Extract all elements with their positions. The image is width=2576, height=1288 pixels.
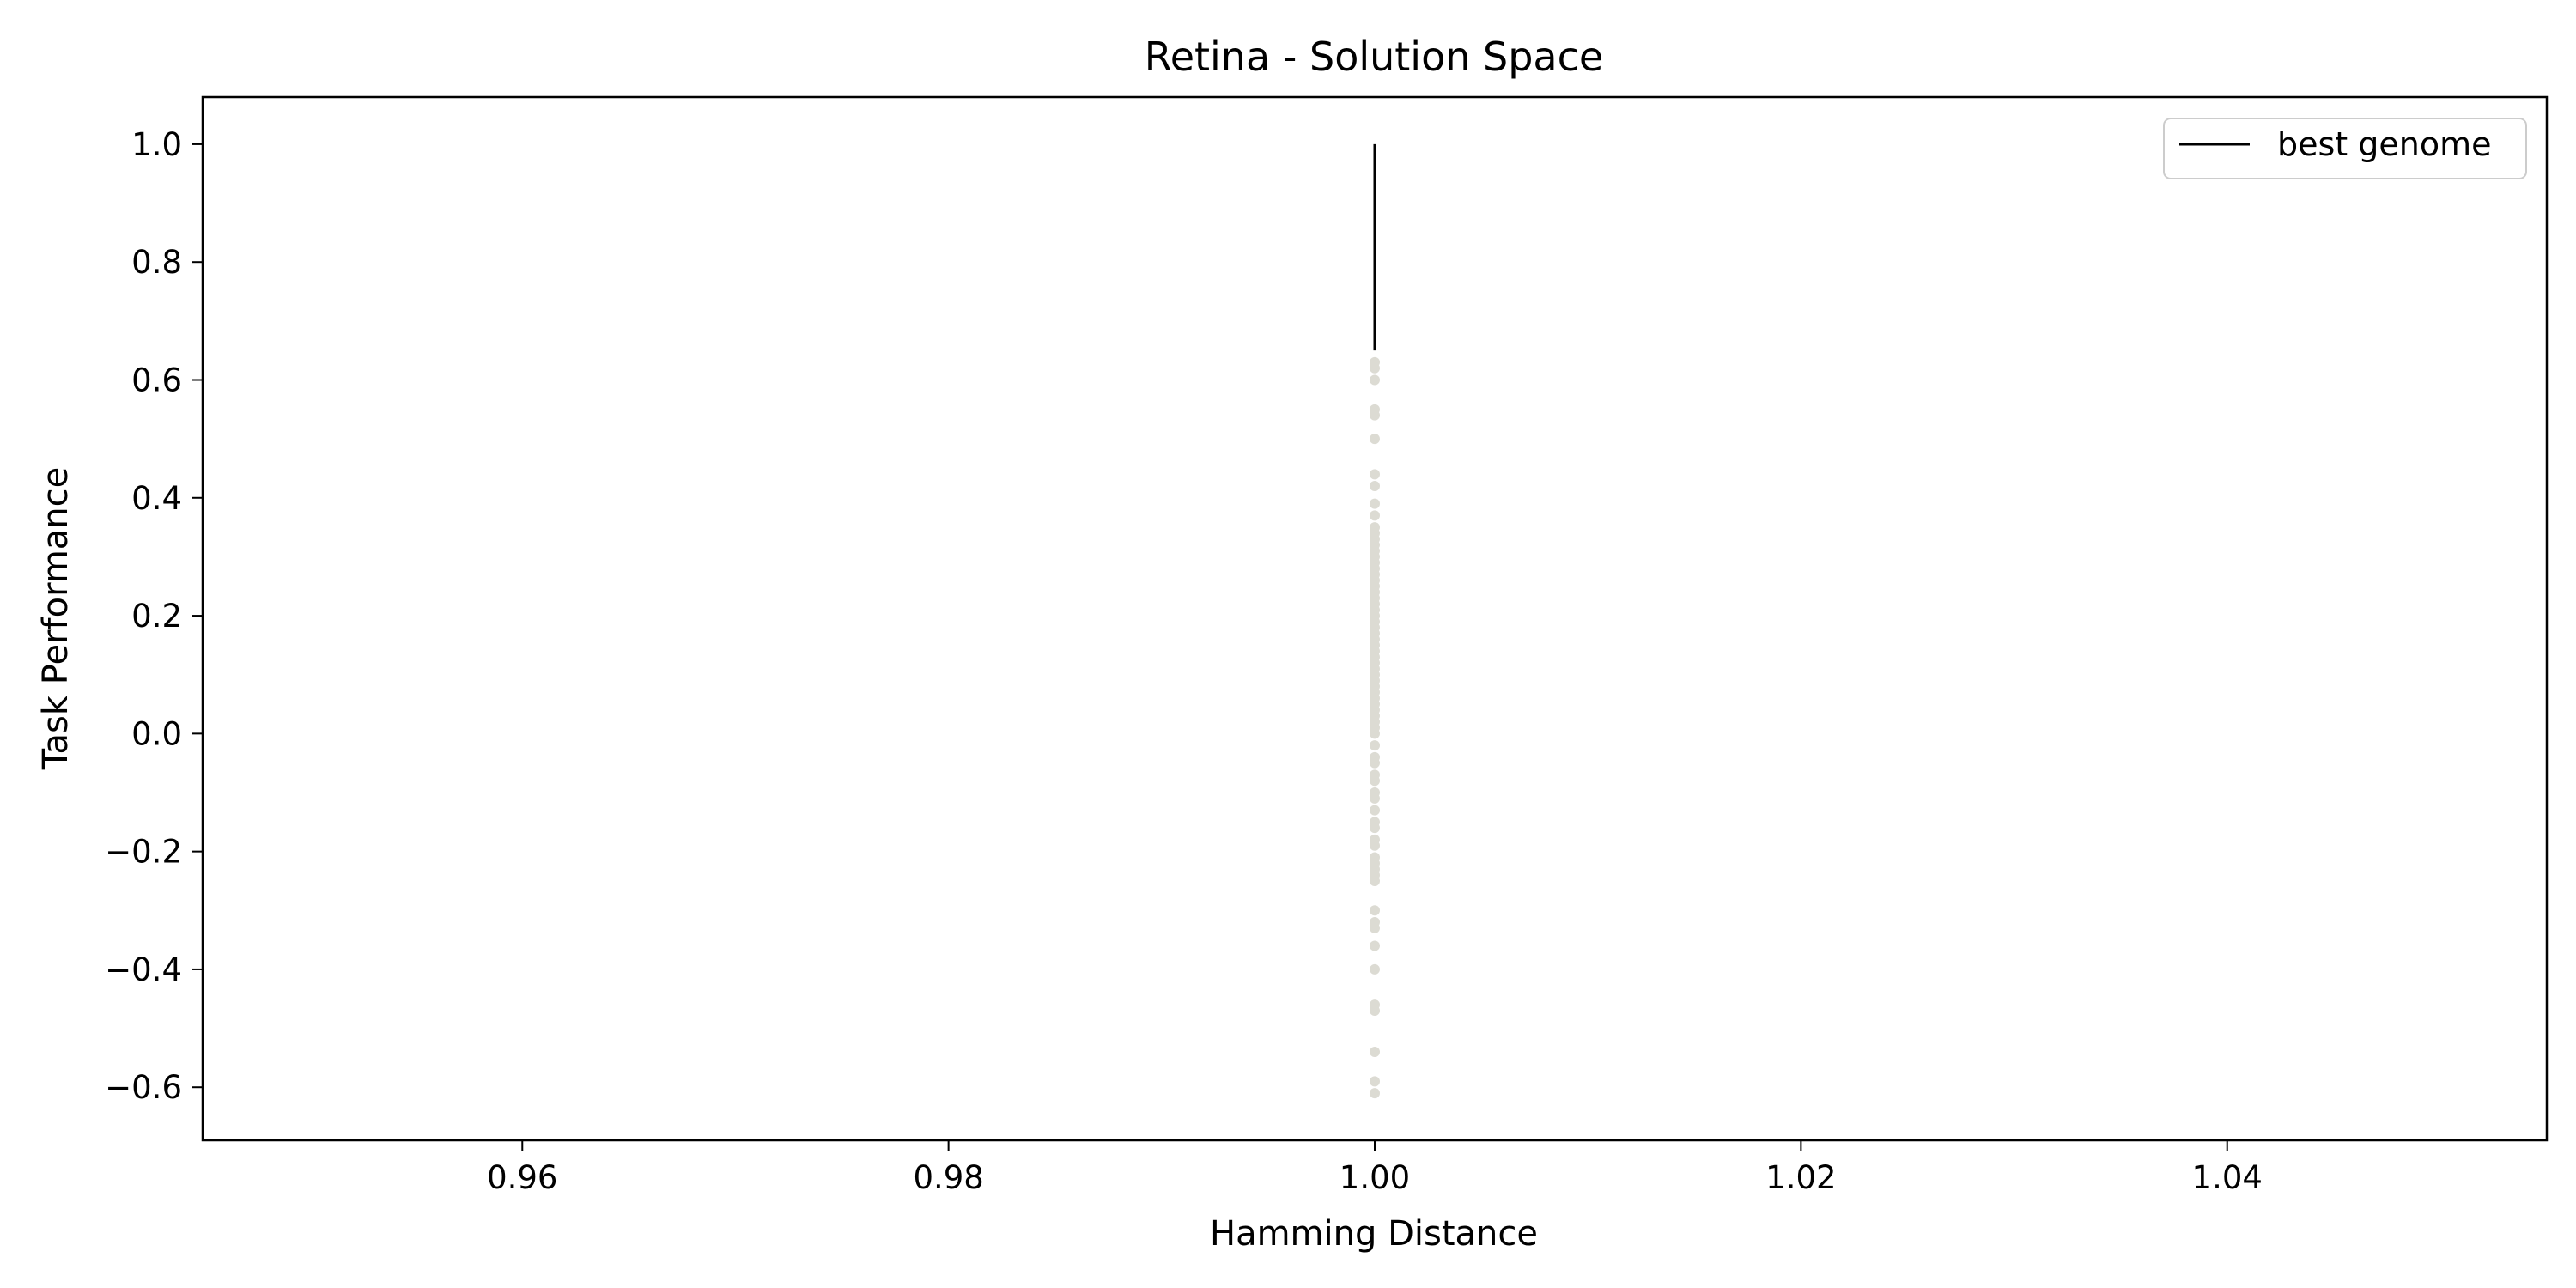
scatter-point bbox=[1370, 498, 1380, 509]
x-tick-label: 1.00 bbox=[1340, 1159, 1410, 1196]
scatter-point bbox=[1370, 362, 1380, 374]
scatter-point bbox=[1370, 805, 1380, 816]
x-axis-ticks: 0.96 0.98 1.00 1.02 1.04 bbox=[487, 1140, 2263, 1196]
x-tick-label: 0.96 bbox=[487, 1159, 557, 1196]
scatter-point bbox=[1370, 823, 1380, 834]
x-axis-label: Hamming Distance bbox=[1210, 1214, 1538, 1254]
legend: best genome bbox=[2163, 118, 2527, 179]
scatter-point bbox=[1370, 374, 1380, 386]
scatter-point bbox=[1370, 1005, 1380, 1016]
x-tick-label: 1.02 bbox=[1765, 1159, 1836, 1196]
scatter-point bbox=[1370, 740, 1380, 751]
scatter-point bbox=[1370, 469, 1380, 480]
scatter-point bbox=[1370, 1076, 1380, 1087]
scatter-point bbox=[1370, 481, 1380, 492]
scatter-point bbox=[1370, 775, 1380, 787]
y-axis-ticks: −0.6 −0.4 −0.2 0.0 0.2 0.4 0.6 0.8 1.0 bbox=[105, 126, 203, 1106]
y-tick-label: 0.2 bbox=[131, 598, 182, 635]
scatter-point bbox=[1370, 963, 1380, 975]
scatter-point bbox=[1370, 434, 1380, 445]
y-tick-label: 0.4 bbox=[131, 480, 182, 517]
y-tick-label: −0.2 bbox=[105, 834, 182, 871]
y-tick-label: 1.0 bbox=[131, 126, 182, 163]
y-tick-label: 0.8 bbox=[131, 244, 182, 281]
scatter-point bbox=[1370, 875, 1380, 886]
scatter-point bbox=[1370, 757, 1380, 769]
scatter-point bbox=[1370, 840, 1380, 851]
y-tick-label: −0.4 bbox=[105, 951, 182, 988]
x-tick-label: 1.04 bbox=[2192, 1159, 2263, 1196]
plot-marks bbox=[1370, 143, 1380, 1099]
y-axis-label: Task Performance bbox=[36, 467, 76, 771]
scatter-point bbox=[1370, 940, 1380, 951]
y-tick-label: 0.0 bbox=[131, 715, 182, 752]
scatter-point bbox=[1370, 1047, 1380, 1058]
scatter-point bbox=[1370, 793, 1380, 804]
y-tick-label: 0.6 bbox=[131, 361, 182, 398]
legend-frame bbox=[2163, 118, 2527, 179]
chart-title: Retina - Solution Space bbox=[1145, 33, 1603, 80]
scatter-point bbox=[1370, 1088, 1380, 1099]
x-tick-label: 0.98 bbox=[913, 1159, 983, 1196]
scatter-point bbox=[1370, 728, 1380, 739]
legend-label-best-genome: best genome bbox=[2277, 125, 2492, 163]
scatter-point bbox=[1370, 905, 1380, 916]
y-tick-label: −0.6 bbox=[105, 1069, 182, 1106]
scatter-point bbox=[1370, 510, 1380, 521]
scatter-point bbox=[1370, 922, 1380, 933]
scatter-point bbox=[1370, 410, 1380, 421]
